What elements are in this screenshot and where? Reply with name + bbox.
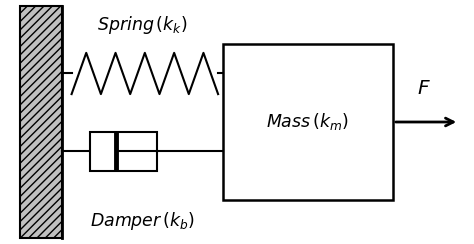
Bar [223, 44, 393, 200]
Bar [91, 132, 156, 171]
Text: $Mass\,(k_m)$: $Mass\,(k_m)$ [266, 112, 349, 132]
Text: $Damper\,(k_b)$: $Damper\,(k_b)$ [90, 211, 195, 233]
Bar [19, 6, 62, 238]
Text: $F$: $F$ [417, 79, 430, 98]
Text: $Spring\,(k_k)$: $Spring\,(k_k)$ [97, 14, 188, 36]
